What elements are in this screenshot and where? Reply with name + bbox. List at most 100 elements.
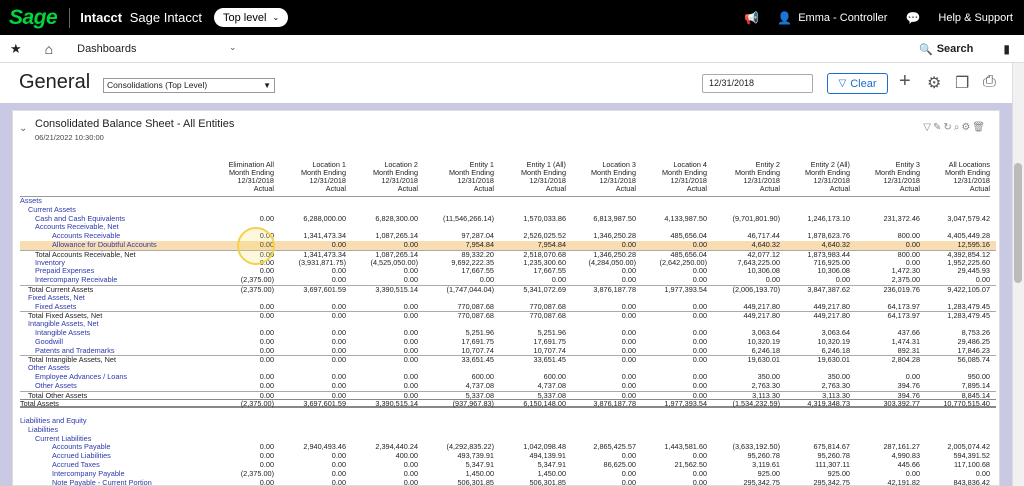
table-cell[interactable]: 10,320.19 <box>747 336 780 346</box>
table-cell[interactable]: 3,063.64 <box>821 327 850 337</box>
table-cell[interactable]: 4,405,449.28 <box>947 231 990 241</box>
print-icon[interactable]: ⎙ <box>983 73 996 90</box>
table-cell[interactable]: 0.00 <box>621 311 636 321</box>
table-cell[interactable]: 1,570,033.86 <box>523 213 566 223</box>
table-cell[interactable]: 0.00 <box>621 380 636 390</box>
table-cell[interactable]: 1,450.00 <box>537 468 566 478</box>
gear-icon[interactable]: ⚙ <box>927 75 942 92</box>
table-cell[interactable]: 1,472.30 <box>891 266 920 276</box>
table-cell[interactable]: 0.00 <box>835 275 850 285</box>
table-cell[interactable]: 0.00 <box>905 239 920 249</box>
table-cell[interactable]: 95,260.78 <box>817 451 850 461</box>
table-cell[interactable]: 10,320.19 <box>817 336 850 346</box>
table-cell[interactable]: 0.00 <box>621 239 636 249</box>
table-cell[interactable]: 4,737.08 <box>465 380 494 390</box>
table-cell[interactable]: 4,640.32 <box>821 239 850 249</box>
row-label[interactable]: Employee Advances / Loans <box>35 371 128 381</box>
table-cell[interactable]: 0.00 <box>692 355 707 365</box>
row-label[interactable]: Fixed Assets, Net <box>28 292 85 302</box>
table-cell[interactable]: 770,087.68 <box>529 301 566 311</box>
table-cell[interactable]: 6,813,987.50 <box>593 213 636 223</box>
bookmark-icon[interactable]: ▮ <box>1003 42 1010 56</box>
table-cell[interactable]: 350.00 <box>827 371 850 381</box>
table-cell[interactable]: 2,005,074.42 <box>947 442 990 452</box>
home-icon[interactable]: ⌂ <box>44 40 54 57</box>
table-cell[interactable]: 0.00 <box>331 459 346 469</box>
copy-icon[interactable]: ❐ <box>955 75 970 92</box>
filter-tool-icon[interactable]: ▽ <box>923 122 931 133</box>
table-cell[interactable]: 2,526,025.52 <box>523 231 566 241</box>
table-cell[interactable]: (4,284,050.00) <box>588 257 636 267</box>
table-cell[interactable]: 2,940,493.46 <box>303 442 346 452</box>
table-cell[interactable]: 3,119.61 <box>752 459 780 469</box>
refresh-tool-icon[interactable]: ↻ <box>943 122 952 133</box>
table-cell[interactable]: 1,873,983.44 <box>807 249 850 259</box>
table-cell[interactable]: 3,113.30 <box>822 390 850 400</box>
table-cell[interactable]: 9,422,105.07 <box>947 284 990 294</box>
table-row[interactable]: Prepaid Expenses 0.00 0.00 0.00 17,667.55 17,… <box>20 267 996 276</box>
table-cell[interactable]: 17,846.23 <box>957 345 990 355</box>
table-cell[interactable]: 6,828,300.00 <box>375 213 418 223</box>
table-cell[interactable]: 800.00 <box>897 249 920 259</box>
table-cell[interactable]: 0.00 <box>975 468 990 478</box>
table-cell[interactable]: 10,707.74 <box>461 345 494 355</box>
table-cell[interactable]: 0.00 <box>259 371 274 381</box>
table-cell[interactable]: 5,337.08 <box>465 390 494 400</box>
row-label[interactable]: Accrued Liabilities <box>52 451 111 461</box>
table-cell[interactable]: 0.00 <box>905 468 920 478</box>
table-cell[interactable]: 303,392.77 <box>883 399 920 409</box>
table-row[interactable]: Note Payable - Current Portion 0.00 0.00 0.… <box>20 478 996 486</box>
table-row[interactable]: Cash and Cash Equivalents 0.00 6,288,000.0… <box>20 213 996 224</box>
table-cell[interactable]: 0.00 <box>975 275 990 285</box>
table-cell[interactable]: 4,133,987.50 <box>664 213 707 223</box>
row-label[interactable]: Current Liabilities <box>35 433 92 443</box>
table-cell[interactable]: 117,100.68 <box>954 459 990 469</box>
table-row[interactable]: Accrued Taxes 0.00 0.00 0.00 5,347.91 5,347.9… <box>20 459 996 470</box>
table-row[interactable]: Accounts Payable 0.00 2,940,493.46 2,394,44… <box>20 443 996 452</box>
table-row[interactable]: Goodwill 0.00 0.00 0.00 17,691.75 17,691.75 0.… <box>20 336 996 347</box>
table-cell[interactable]: 0.00 <box>403 459 418 469</box>
row-label[interactable]: Accounts Receivable, Net <box>35 222 119 232</box>
table-cell[interactable]: 1,443,581.60 <box>664 442 707 452</box>
table-cell[interactable]: (2,375.00) <box>240 399 274 409</box>
table-cell[interactable]: 0.00 <box>331 380 346 390</box>
settings-tool-icon[interactable]: ⚙ <box>961 122 971 133</box>
table-cell[interactable]: 0.00 <box>259 327 274 337</box>
table-cell[interactable]: 0.00 <box>331 301 346 311</box>
table-cell[interactable]: 5,347.91 <box>465 459 494 469</box>
table-cell[interactable]: 0.00 <box>403 468 418 478</box>
table-cell[interactable]: 231,372.46 <box>883 213 920 223</box>
table-cell[interactable]: 0.00 <box>331 239 346 249</box>
row-label[interactable]: Other Assets <box>35 380 77 390</box>
table-cell[interactable]: 2,763.30 <box>751 380 780 390</box>
table-cell[interactable]: 1,087,265.14 <box>375 249 418 259</box>
row-label[interactable]: Accounts Receivable <box>52 231 121 241</box>
table-cell[interactable]: 29,445.93 <box>957 266 990 276</box>
table-row[interactable]: Liabilities <box>20 425 996 435</box>
table-row[interactable]: Intercompany Receivable (2,375.00) 0.00 0.0… <box>20 275 996 285</box>
table-cell[interactable]: 0.00 <box>331 390 346 400</box>
table-cell[interactable]: 0.00 <box>331 451 346 461</box>
table-cell[interactable]: 3,697,601.59 <box>303 284 346 294</box>
table-cell[interactable]: 716,925.00 <box>813 257 850 267</box>
table-cell[interactable]: 1,346,250.28 <box>593 249 636 259</box>
table-cell[interactable]: (2,006,193.70) <box>732 284 780 294</box>
table-cell[interactable]: 0.00 <box>403 327 418 337</box>
table-row[interactable]: Other Assets 0.00 0.00 0.00 4,737.08 4,737.08… <box>20 380 996 391</box>
table-cell[interactable]: 600.00 <box>471 371 494 381</box>
table-cell[interactable]: 770,087.68 <box>457 301 494 311</box>
scrollbar-thumb[interactable] <box>1014 163 1022 283</box>
table-cell[interactable]: 0.00 <box>692 239 707 249</box>
table-cell[interactable]: 19,630.01 <box>747 355 780 365</box>
row-label[interactable]: Patents and Trademarks <box>35 345 115 355</box>
row-label[interactable]: Accounts Payable <box>52 442 111 452</box>
consolidation-select[interactable]: Consolidations (Top Level) ▼ <box>103 78 275 93</box>
table-cell[interactable]: 0.00 <box>692 266 707 276</box>
table-cell[interactable]: 0.00 <box>331 345 346 355</box>
table-cell[interactable]: 5,251.96 <box>537 327 566 337</box>
favorites-star-icon[interactable]: ★ <box>10 40 22 56</box>
table-row[interactable]: Current Liabilities <box>20 433 996 444</box>
table-cell[interactable]: 95,260.78 <box>747 451 780 461</box>
clear-filter-button[interactable]: ▽ Clear <box>827 73 888 94</box>
table-cell[interactable]: 1,952,225.60 <box>947 257 990 267</box>
